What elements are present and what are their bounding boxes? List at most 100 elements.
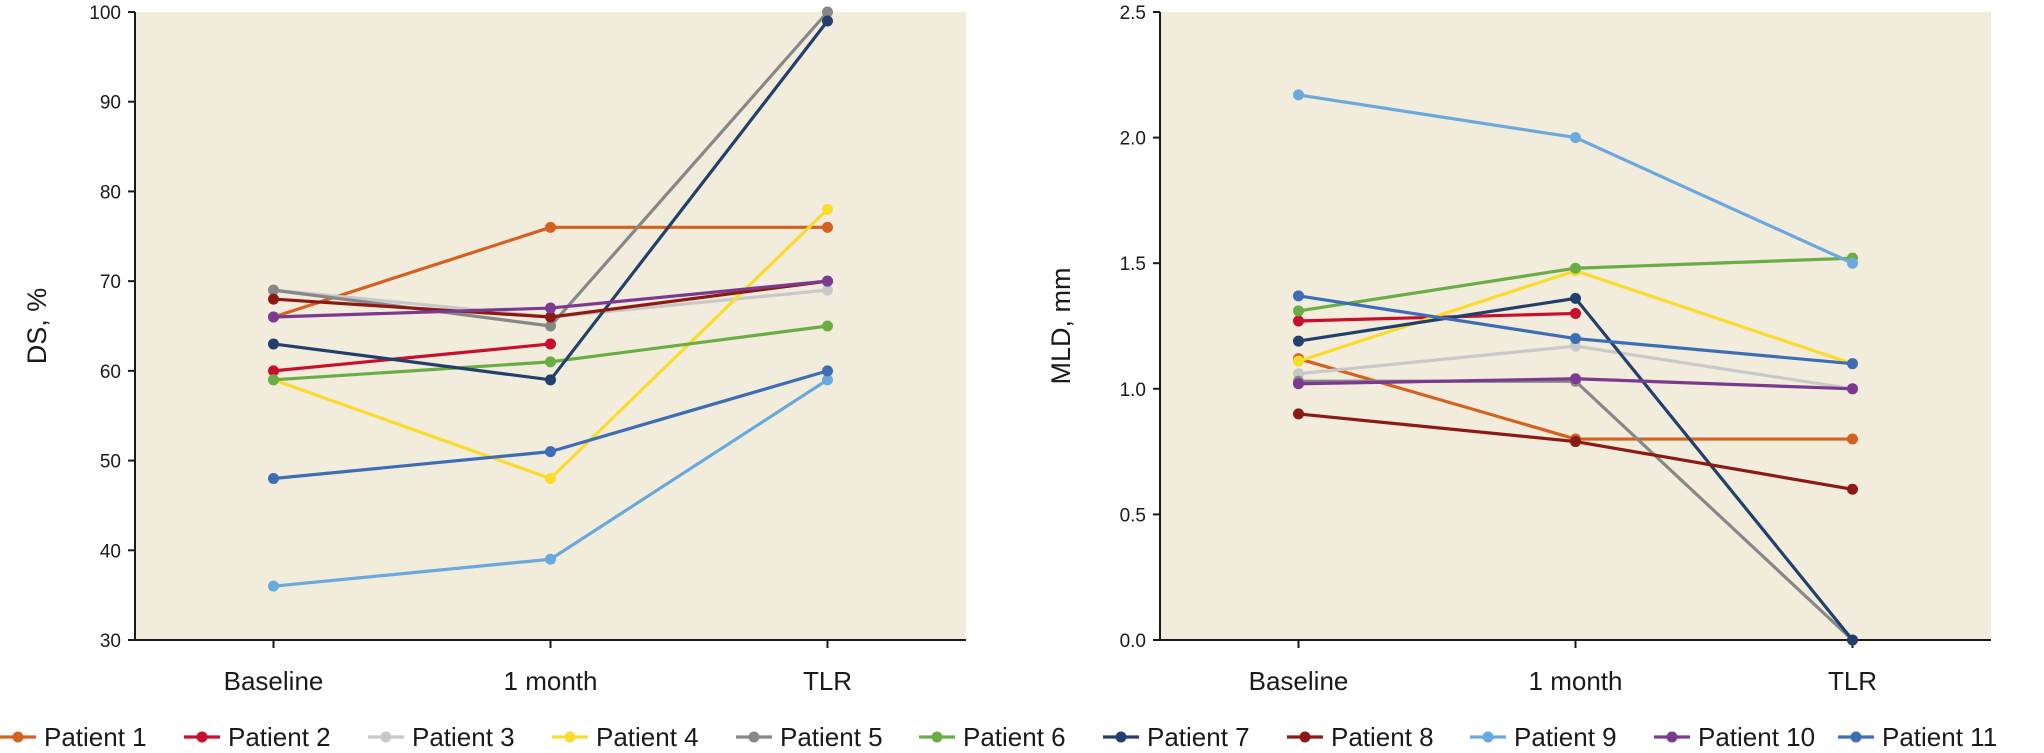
- x-tick-label: TLR: [1828, 666, 1877, 696]
- data-point: [822, 320, 833, 332]
- legend-label: Patient 3: [412, 722, 515, 752]
- series-patient-11: [268, 365, 833, 485]
- series-line-segment: [1573, 439, 1855, 491]
- data-point: [822, 6, 833, 18]
- data-point: [545, 338, 556, 350]
- series-line-segment: [271, 297, 553, 319]
- legend-dot-marker: [931, 731, 943, 743]
- y-tick-label: 0.5: [1120, 505, 1146, 526]
- series-line-segment: [548, 369, 830, 454]
- legend-dot-marker: [196, 731, 208, 743]
- y-axis-title: MLD, mm: [1046, 268, 1076, 385]
- legend: Patient 1 Patient 2 Patient 3 Patient 4 Pati…: [0, 722, 1997, 752]
- series-patient-7: [1293, 292, 1858, 646]
- data-point: [1293, 89, 1304, 101]
- data-point: [1847, 483, 1858, 495]
- data-point: [1570, 307, 1581, 319]
- data-point: [1570, 262, 1581, 274]
- legend-item: Patient 6: [919, 722, 1066, 752]
- legend-dot-marker: [1299, 731, 1311, 743]
- series-line-segment: [271, 450, 553, 481]
- series-line-segment: [548, 378, 830, 561]
- data-point: [822, 374, 833, 386]
- series-line-segment: [1573, 379, 1855, 642]
- legend-dot-marker: [1850, 731, 1862, 743]
- data-point: [1293, 378, 1304, 390]
- data-point: [268, 473, 279, 485]
- legend-item: Patient 7: [1103, 722, 1250, 752]
- mld-chart-panel: 0.0 0.5 1.0 1.5 2.0 2.5 Baseline 1 month TLR MLD,…: [1046, 3, 1991, 696]
- legend-label: Patient 11: [1882, 722, 1997, 752]
- data-point: [268, 293, 279, 305]
- y-tick-label: 30: [100, 631, 121, 652]
- legend-label: Patient 7: [1147, 722, 1250, 752]
- data-point: [1293, 315, 1304, 327]
- series-line-segment: [1573, 256, 1855, 270]
- y-tick-label: 80: [100, 182, 121, 203]
- legend-label: Patient 5: [780, 722, 883, 752]
- y-tick-label: 100: [89, 3, 121, 24]
- legend-label: Patient 6: [963, 722, 1066, 752]
- legend-item: Patient 2: [184, 722, 331, 752]
- data-point: [1293, 355, 1304, 367]
- series-patient-10: [268, 275, 833, 323]
- series-line-segment: [271, 557, 553, 588]
- data-point: [545, 221, 556, 233]
- data-point: [822, 221, 833, 233]
- data-point: [268, 365, 279, 377]
- data-point: [1293, 305, 1304, 317]
- series-patient-2: [268, 338, 556, 377]
- series-line-segment: [271, 378, 553, 481]
- series-patient-6: [268, 320, 833, 386]
- series-line-segment: [1296, 93, 1578, 140]
- data-point: [1847, 257, 1858, 269]
- data-point: [822, 203, 833, 215]
- series-patient-11: [1293, 290, 1858, 370]
- legend-dot-marker: [1666, 731, 1678, 743]
- data-point: [822, 15, 833, 27]
- data-point: [1293, 408, 1304, 420]
- series-patient-9: [1293, 89, 1858, 269]
- y-tick-label: 0.0: [1120, 631, 1146, 652]
- y-tick-label: 40: [100, 541, 121, 562]
- data-point: [268, 580, 279, 592]
- data-point: [1847, 433, 1858, 445]
- series-patient-7: [268, 15, 833, 386]
- series-line-segment: [271, 342, 553, 382]
- legend-item: Patient 1: [0, 722, 147, 752]
- series-patient-8: [1293, 408, 1858, 495]
- y-tick-label: 50: [100, 452, 121, 473]
- data-point: [1570, 340, 1581, 352]
- series-line-segment: [1296, 344, 1578, 376]
- legend-item: Patient 9: [1470, 722, 1617, 752]
- x-tick-label: 1 month: [1529, 666, 1623, 696]
- y-tick-label: 1.0: [1120, 380, 1146, 401]
- data-point: [822, 365, 833, 377]
- series-line-segment: [1573, 336, 1855, 366]
- series-line-segment: [1573, 269, 1855, 366]
- series-line-segment: [1296, 357, 1578, 441]
- y-tick-label: 60: [100, 362, 121, 383]
- series-line-segment: [1296, 412, 1578, 444]
- legend-label: Patient 9: [1514, 722, 1617, 752]
- legend-dot-marker: [380, 731, 392, 743]
- data-point: [1847, 358, 1858, 370]
- data-point: [545, 374, 556, 386]
- data-point: [1293, 290, 1304, 302]
- legend-label: Patient 4: [596, 722, 699, 752]
- ds-chart-panel: 30 40 50 60 70 80 90 100 Baseline 1 month TLR DS, %: [22, 3, 966, 696]
- data-point: [1293, 335, 1304, 347]
- legend-item: Patient 3: [368, 722, 515, 752]
- legend-label: Patient 10: [1698, 722, 1815, 752]
- legend-dot-marker: [748, 731, 760, 743]
- x-tick-label: Baseline: [1249, 666, 1349, 696]
- y-tick-label: 90: [100, 93, 121, 114]
- series-line-segment: [548, 10, 830, 328]
- legend-item: Patient 11: [1838, 722, 1997, 752]
- series-patient-9: [268, 374, 833, 592]
- data-point: [1570, 132, 1581, 144]
- data-point: [1570, 333, 1581, 345]
- series-line-segment: [1296, 377, 1578, 386]
- data-point: [545, 302, 556, 314]
